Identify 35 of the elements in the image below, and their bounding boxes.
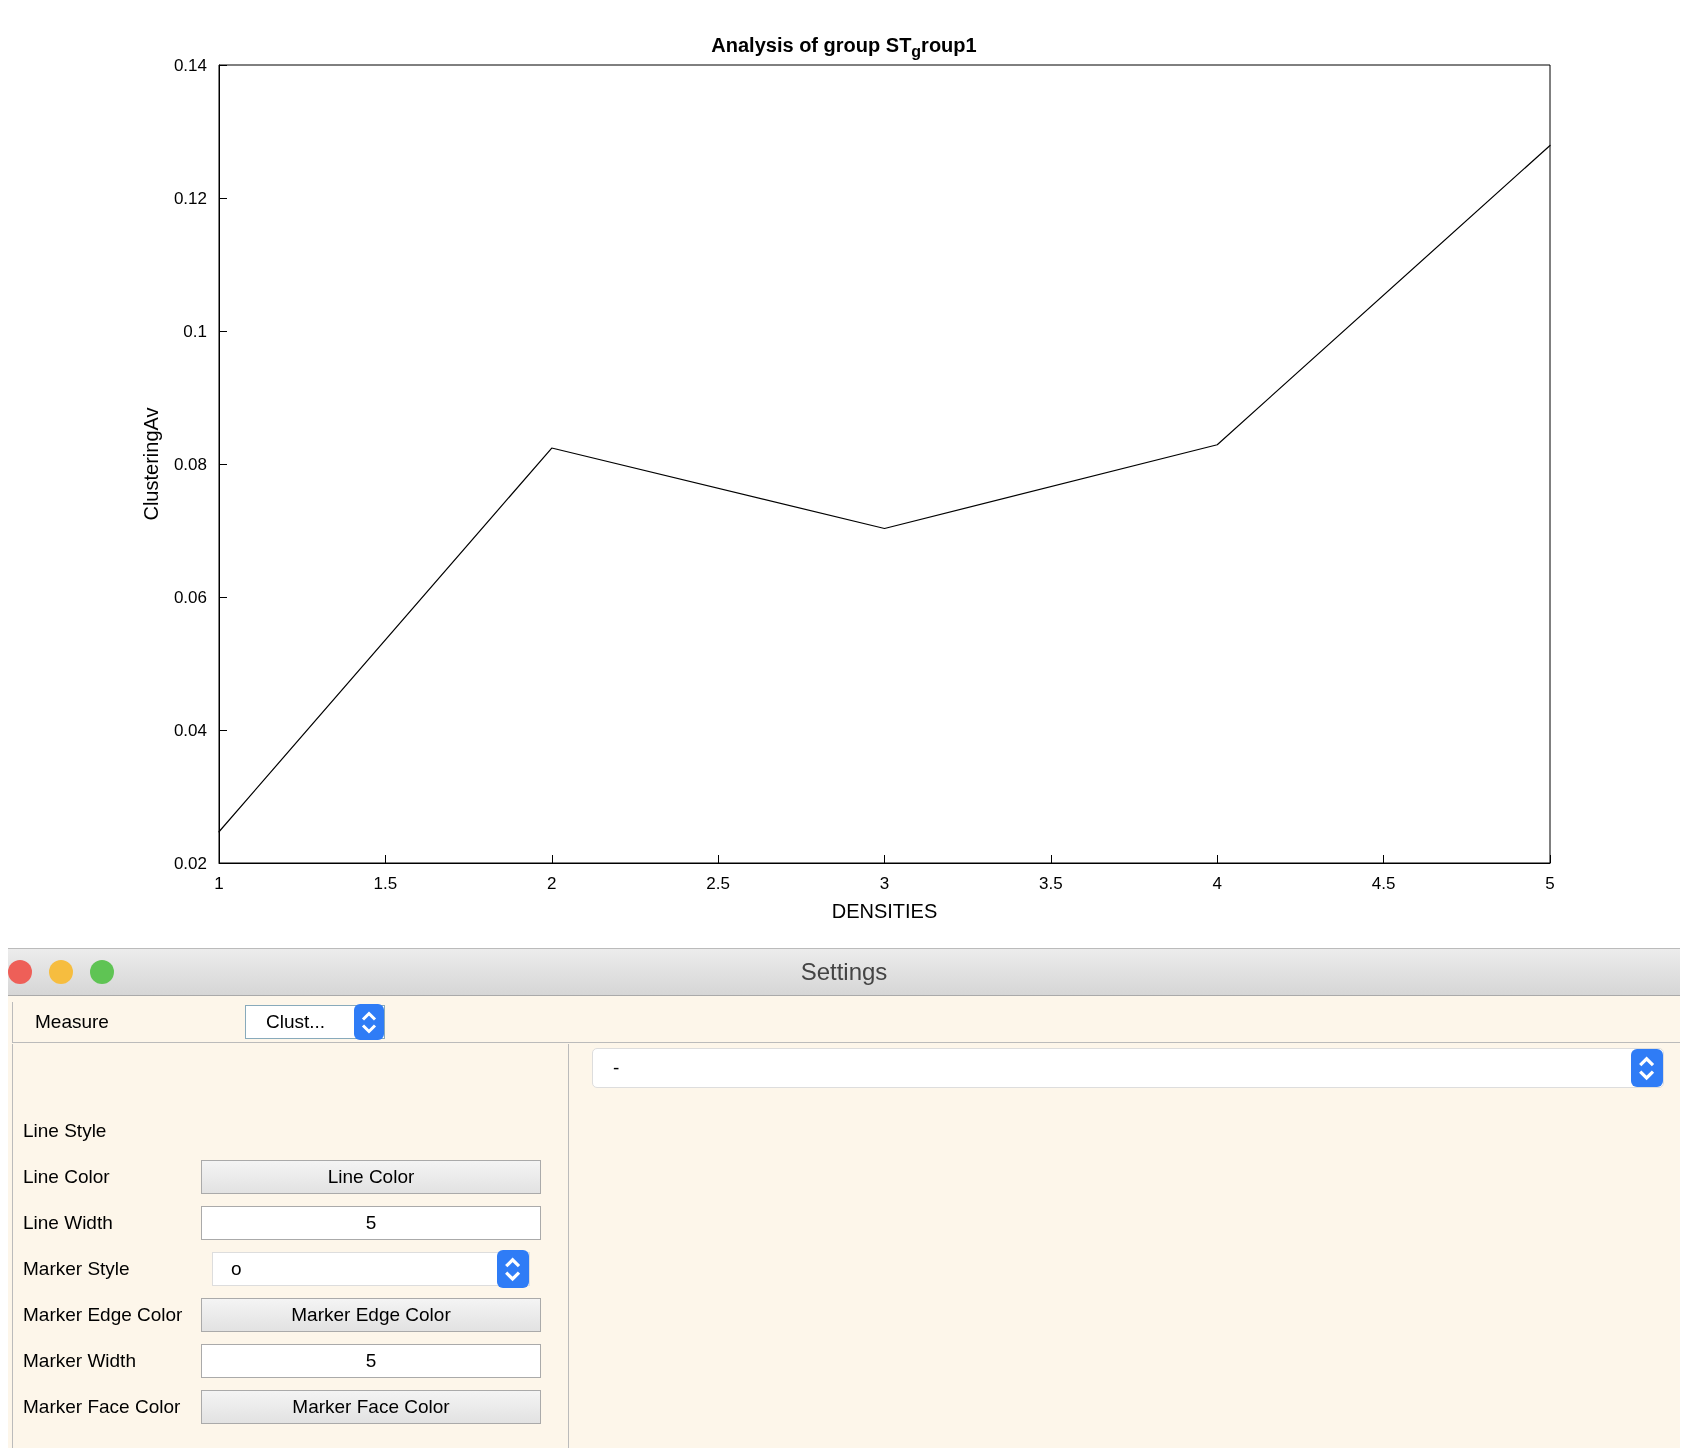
text: Marker Width (23, 1350, 137, 1372)
x-tick-label: 3.5 (1039, 874, 1063, 893)
text: 5 (201, 1344, 541, 1378)
y-tick-label: 0.06 (173, 587, 207, 607)
y-tick-label: 0.1 (183, 321, 207, 341)
text: Settings (800, 958, 888, 986)
text: Line Style (23, 1120, 108, 1142)
x-tick-label: 4.5 (1371, 874, 1396, 893)
y-axis-title: ClusteringAv (140, 407, 162, 521)
text: Marker Edge Color (23, 1304, 184, 1326)
text: Marker Face Color (201, 1390, 541, 1424)
x-tick-label: 5 (1545, 874, 1555, 893)
text: Measure (34, 1011, 110, 1033)
text: Clust... (266, 1011, 326, 1033)
text: - (613, 1057, 620, 1079)
y-tick-label: 0.12 (173, 188, 207, 208)
x-tick-label: 1 (214, 874, 224, 893)
x-tick-label: 4 (1212, 874, 1222, 893)
x-tick-label: 2.5 (706, 874, 730, 893)
x-axis-title: DENSITIES (831, 900, 938, 922)
x-tick-label: 3 (879, 874, 890, 893)
y-tick-label: 0.08 (173, 454, 207, 474)
text: 5 (201, 1206, 541, 1240)
text: Line Width (23, 1212, 114, 1234)
y-tick-label: 0.14 (173, 55, 207, 75)
text: Marker Edge Color (201, 1298, 541, 1332)
y-tick-label: 0.04 (173, 720, 207, 740)
text: o (231, 1258, 242, 1280)
text: Marker Style (23, 1258, 131, 1280)
text: Marker Face Color (23, 1396, 182, 1418)
x-tick-label: 2 (547, 874, 557, 893)
text: Line Color (23, 1166, 111, 1188)
y-tick-label: 0.02 (173, 853, 207, 873)
x-tick-label: 1.5 (373, 874, 398, 893)
text: Line Color (201, 1160, 541, 1194)
